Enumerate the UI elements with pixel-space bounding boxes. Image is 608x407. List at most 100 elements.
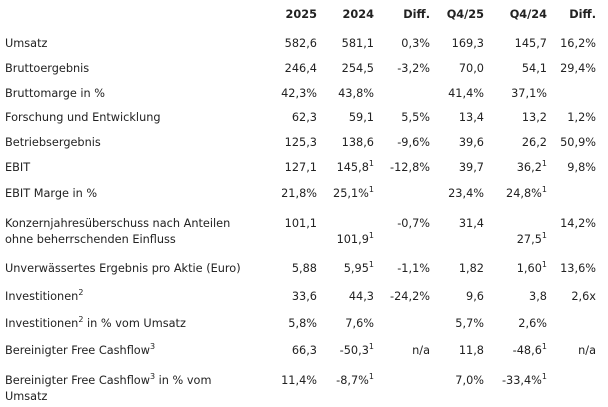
row-label: Konzernjahresüberschuss nach Anteilen ohn… bbox=[5, 216, 230, 248]
cell-value: 27,5 bbox=[516, 233, 542, 246]
footnote-marker: 1 bbox=[541, 185, 547, 194]
cell-value: 21,8% bbox=[281, 187, 317, 200]
cell-value: 101,9 bbox=[336, 233, 369, 246]
table-cell: 254,5 bbox=[304, 61, 374, 77]
footnote-marker: 1 bbox=[541, 231, 547, 240]
table-cell: 21,8% bbox=[247, 186, 317, 202]
table-cell: -48,61 bbox=[477, 343, 547, 359]
cell-value: 23,4% bbox=[448, 187, 484, 200]
column-header: Q4/24 bbox=[509, 8, 547, 21]
cell-value: n/a bbox=[412, 344, 430, 357]
table-cell: 27,51 bbox=[477, 232, 547, 248]
cell-value: 50,9% bbox=[560, 136, 596, 149]
cell-value: -8,7% bbox=[336, 374, 369, 387]
table-cell: -24,2% bbox=[360, 289, 430, 305]
table-cell: -12,8% bbox=[360, 160, 430, 176]
cell-value: 1,82 bbox=[458, 262, 484, 275]
table-cell: 145,81 bbox=[304, 160, 374, 176]
row-label: Bruttoergebnis bbox=[5, 61, 89, 77]
cell-value: 1,2% bbox=[567, 111, 596, 124]
cell-value: 1,60 bbox=[516, 262, 542, 275]
cell-value: 25,1% bbox=[333, 187, 369, 200]
row-label-text: Umsatz bbox=[5, 390, 48, 403]
cell-value: 7,0% bbox=[455, 374, 484, 387]
table-cell: -33,4%1 bbox=[477, 373, 547, 389]
table-cell: -0,7% bbox=[360, 216, 430, 232]
table-cell: 1,2% bbox=[526, 110, 596, 126]
table-cell: -9,6% bbox=[360, 135, 430, 151]
cell-value: 16,2% bbox=[560, 37, 596, 50]
footnote-marker: 1 bbox=[368, 342, 374, 351]
table-cell: 9,6 bbox=[414, 289, 484, 305]
cell-value: 41,4% bbox=[448, 87, 484, 100]
row-label-text: Unverwässertes Ergebnis pro Aktie (Euro) bbox=[5, 262, 241, 275]
table-cell: 54,1 bbox=[477, 61, 547, 77]
table-cell: n/a bbox=[360, 343, 430, 359]
cell-value: 125,3 bbox=[284, 136, 317, 149]
cell-value: 11,8 bbox=[458, 344, 484, 357]
cell-value: n/a bbox=[578, 344, 596, 357]
table-cell: 5,88 bbox=[247, 261, 317, 277]
table-cell: 246,4 bbox=[247, 61, 317, 77]
table-cell: 50,9% bbox=[526, 135, 596, 151]
cell-value: 3,8 bbox=[529, 290, 547, 303]
cell-value: 5,95 bbox=[343, 262, 369, 275]
row-label: Bruttomarge in % bbox=[5, 86, 105, 102]
table-cell: 41,4% bbox=[414, 86, 484, 102]
cell-value: 39,7 bbox=[458, 161, 484, 174]
cell-value: 14,2% bbox=[560, 217, 596, 230]
cell-value: 29,4% bbox=[560, 62, 596, 75]
cell-value: 9,8% bbox=[567, 161, 596, 174]
cell-value: 13,4 bbox=[458, 111, 484, 124]
column-header: Diff. bbox=[403, 8, 430, 21]
table-cell: 25,1%1 bbox=[304, 186, 374, 202]
row-label: Forschung und Entwicklung bbox=[5, 110, 161, 126]
table-cell: 581,1 bbox=[304, 36, 374, 52]
row-label: Investitionen2 in % vom Umsatz bbox=[5, 316, 186, 332]
cell-value: 13,6% bbox=[560, 262, 596, 275]
footnote-marker: 3 bbox=[149, 342, 156, 351]
table-cell: 7,6% bbox=[304, 316, 374, 332]
cell-value: -1,1% bbox=[397, 262, 430, 275]
row-label: Investitionen2 bbox=[5, 289, 83, 305]
row-label-text: Investitionen bbox=[5, 317, 79, 330]
cell-value: 2,6% bbox=[518, 317, 547, 330]
row-label: Betriebsergebnis bbox=[5, 135, 101, 151]
cell-value: 582,6 bbox=[284, 37, 317, 50]
column-header: 2025 bbox=[285, 8, 317, 21]
cell-value: 36,2 bbox=[516, 161, 542, 174]
table-cell: 5,7% bbox=[414, 316, 484, 332]
cell-value: 127,1 bbox=[284, 161, 317, 174]
row-label-text: EBIT Marge in % bbox=[5, 187, 98, 200]
row-label-text: Bereinigter Free Cashflow bbox=[5, 374, 150, 387]
table-cell: 9,8% bbox=[526, 160, 596, 176]
table-cell: 2,6% bbox=[477, 316, 547, 332]
cell-value: 2,6x bbox=[571, 290, 596, 303]
column-header: Q4/25 bbox=[446, 8, 484, 21]
column-header: 2024 bbox=[342, 8, 374, 21]
table-cell: 145,7 bbox=[477, 36, 547, 52]
cell-value: 145,8 bbox=[336, 161, 369, 174]
cell-value: 254,5 bbox=[341, 62, 374, 75]
cell-value: 246,4 bbox=[284, 62, 317, 75]
cell-value: -33,4% bbox=[501, 374, 542, 387]
table-cell: 62,3 bbox=[247, 110, 317, 126]
table-cell: 101,91 bbox=[304, 232, 374, 248]
row-label: EBIT bbox=[5, 160, 30, 176]
cell-value: -3,2% bbox=[397, 62, 430, 75]
table-cell: -1,1% bbox=[360, 261, 430, 277]
table-cell: n/a bbox=[526, 343, 596, 359]
row-label-text: Bereinigter Free Cashflow bbox=[5, 344, 150, 357]
cell-value: 70,0 bbox=[458, 62, 484, 75]
row-label-text: Betriebsergebnis bbox=[5, 136, 101, 149]
column-header: Diff. bbox=[569, 8, 596, 21]
table-cell: 5,951 bbox=[304, 261, 374, 277]
cell-value: 0,3% bbox=[401, 37, 430, 50]
table-cell: 125,3 bbox=[247, 135, 317, 151]
table-cell: 138,6 bbox=[304, 135, 374, 151]
cell-value: 42,3% bbox=[281, 87, 317, 100]
table-cell: 43,8% bbox=[304, 86, 374, 102]
table-cell: 1,82 bbox=[414, 261, 484, 277]
cell-value: 43,8% bbox=[338, 87, 374, 100]
table-cell: 101,1 bbox=[247, 216, 317, 232]
